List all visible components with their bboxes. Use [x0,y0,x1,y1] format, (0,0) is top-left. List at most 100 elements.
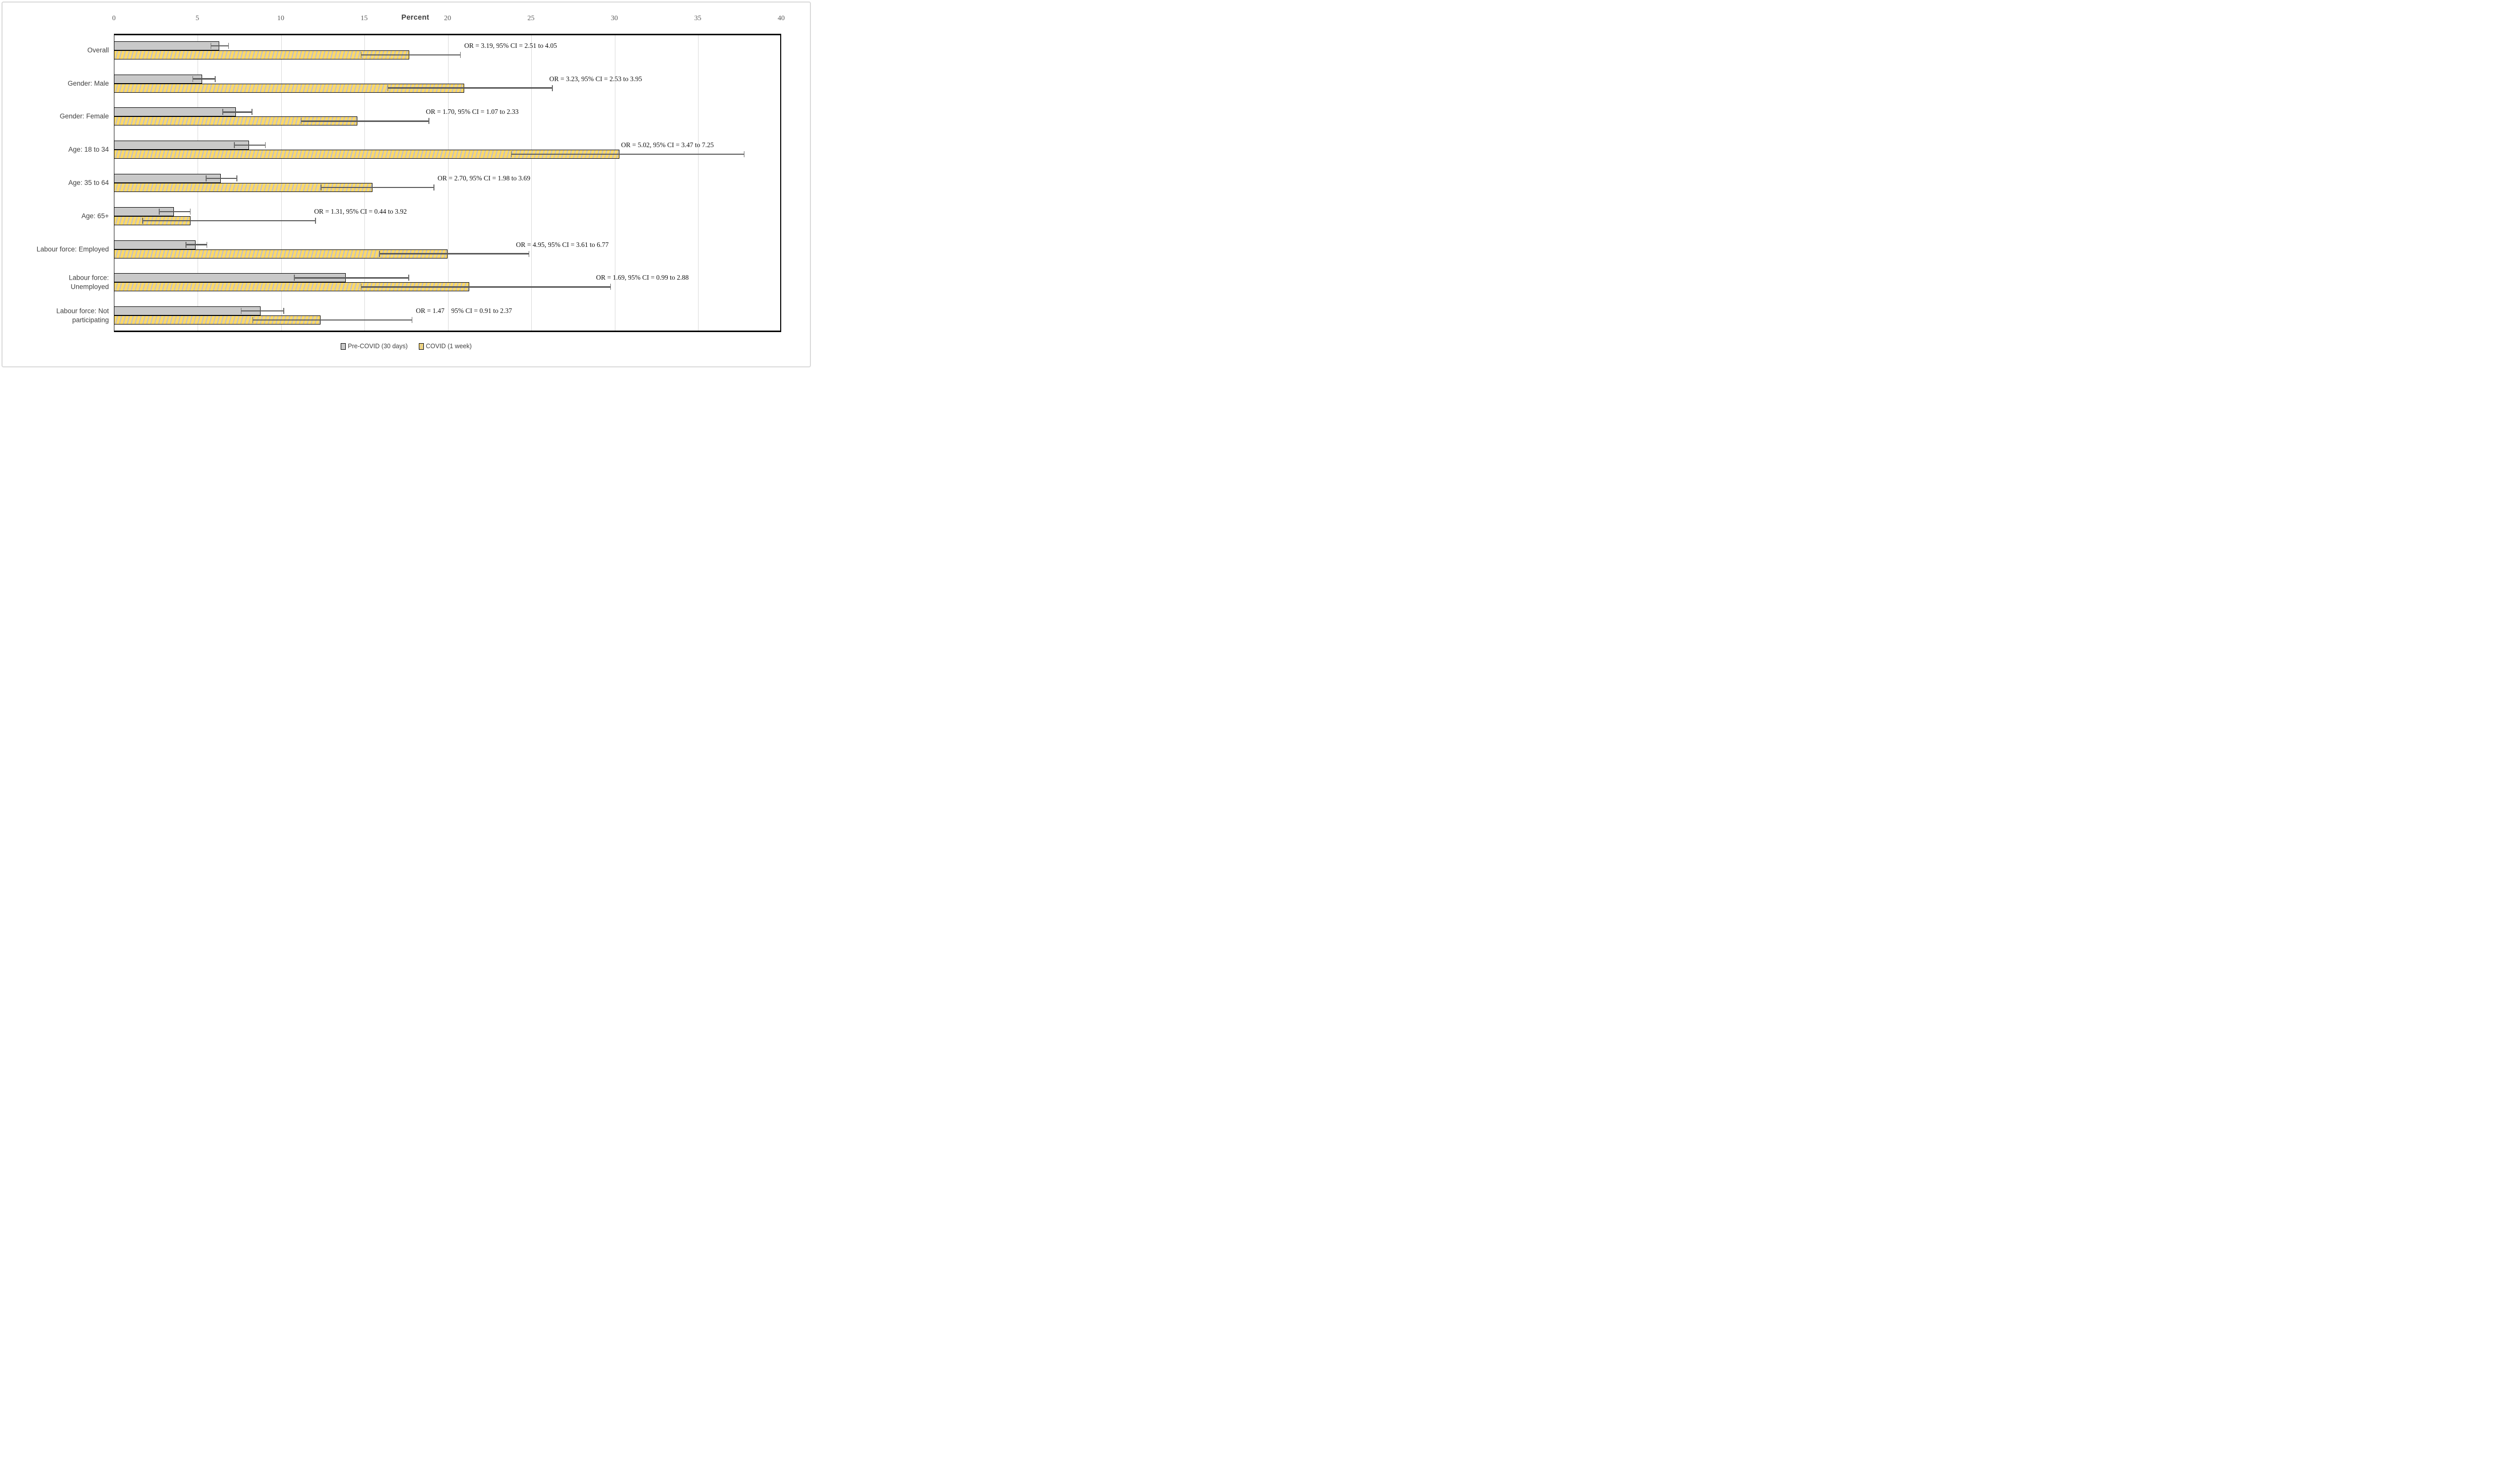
bar-chart-figure: Percent 0 5 10 15 20 25 30 35 40 Overall OR = 3.1… [0,0,812,369]
error-bar-cap-high [552,85,553,91]
x-tick-40: 40 [778,15,785,22]
error-bar-cap-low [185,241,186,248]
error-bar-cap-high [315,217,316,224]
error-bar-line [511,153,745,155]
x-tick-25: 25 [527,15,535,22]
error-bar-line [142,220,316,222]
error-bar-cap-high [206,241,208,248]
error-bar-cap-low [321,184,322,190]
error-bar-cap-low [360,51,362,58]
covid-swatch-icon [418,343,424,350]
error-bar-cap-high [190,208,191,215]
error-bar-cap-low [222,109,223,115]
category-label: Labour force: Not participating [56,307,109,324]
error-bar-cap-low [206,175,207,181]
bar-precovid [114,107,236,117]
error-bar-cap-high [743,151,745,158]
error-bar-cap-high [236,175,237,181]
bar-precovid [114,306,261,316]
figure-border [2,2,811,367]
x-tick-20: 20 [444,15,451,22]
error-bar-line [240,310,284,312]
x-tick-0: 0 [112,15,116,22]
category-label: Overall [87,46,109,54]
error-bar-line [294,277,409,279]
error-bar-cap-low [294,275,295,281]
legend-item-covid: COVID (1 week) [418,343,472,350]
error-bar-precovid [206,175,237,182]
or-annotation: OR = 4.95, 95% CI = 3.61 to 6.77 [516,240,609,248]
x-tick-5: 5 [196,15,199,22]
error-bar-cap-high [408,275,409,281]
category-label: Labour force: Employed [36,245,109,253]
error-bar-covid [321,184,434,191]
gridline-35 [698,35,699,331]
category-label: Age: 35 to 64 [68,179,109,187]
or-annotation: OR = 1.31, 95% CI = 0.44 to 3.92 [314,207,407,215]
bar-precovid [114,74,203,84]
bar-precovid [114,174,221,183]
error-bar-cap-high [251,109,253,115]
error-bar-precovid [222,108,253,115]
or-annotation: OR = 1.69, 95% CI = 0.99 to 2.88 [596,274,689,282]
bar-precovid [114,240,196,249]
bar-precovid [114,41,219,50]
error-bar-cap-low [252,317,254,324]
error-bar-cap-low [192,76,194,82]
precovid-swatch-icon [341,343,346,350]
error-bar-covid [511,151,745,158]
x-axis-title: Percent [401,14,429,22]
x-tick-35: 35 [694,15,702,22]
error-bar-precovid [159,208,191,215]
or-annotation: OR = 1.47 95% CI = 0.91 to 2.37 [416,307,512,315]
error-bar-precovid [294,274,409,281]
error-bar-cap-low [300,118,302,124]
error-bar-line [159,211,191,213]
error-bar-covid [387,85,553,92]
error-bar-cap-high [610,284,611,290]
error-bar-line [360,54,461,56]
error-bar-cap-low [387,85,389,91]
category-label: Age: 18 to 34 [68,146,109,154]
error-bar-cap-low [159,208,160,215]
error-bar-cap-low [234,142,235,149]
category-label: Gender: Female [59,112,109,120]
error-bar-cap-low [210,42,212,49]
or-annotation: OR = 3.23, 95% CI = 2.53 to 3.95 [549,75,642,83]
or-annotation: OR = 1.70, 95% CI = 1.07 to 2.33 [425,108,519,116]
category-label: Labour force: Unemployed [69,274,109,291]
or-annotation: OR = 3.19, 95% CI = 2.51 to 4.05 [464,41,557,49]
gridline-25 [531,35,532,331]
error-bar-line [234,144,266,146]
error-bar-covid [360,283,611,290]
error-bar-cap-high [228,42,229,49]
error-bar-precovid [192,76,216,83]
error-bar-cap-high [411,317,413,324]
error-bar-precovid [210,42,229,49]
error-bar-line [252,319,413,321]
error-bar-covid [142,217,316,224]
error-bar-covid [252,316,413,324]
error-bar-line [210,45,229,47]
or-annotation: OR = 2.70, 95% CI = 1.98 to 3.69 [437,174,531,182]
error-bar-cap-high [460,51,461,58]
category-label: Age: 65+ [81,212,109,220]
error-bar-line [360,286,611,288]
error-bar-cap-high [283,308,284,314]
error-bar-line [192,78,216,80]
error-bar-cap-high [428,118,429,124]
x-tick-10: 10 [277,15,284,22]
error-bar-line [321,186,434,188]
error-bar-cap-low [511,151,512,158]
error-bar-covid [360,51,461,58]
error-bar-cap-low [240,308,242,314]
error-bar-line [300,120,429,122]
error-bar-line [206,177,237,179]
error-bar-line [387,87,553,89]
error-bar-covid [379,250,530,258]
error-bar-line [379,253,530,254]
error-bar-precovid [234,142,266,149]
x-tick-30: 30 [611,15,618,22]
error-bar-line [185,244,208,245]
legend: Pre-COVID (30 days) COVID (1 week) [0,341,812,352]
